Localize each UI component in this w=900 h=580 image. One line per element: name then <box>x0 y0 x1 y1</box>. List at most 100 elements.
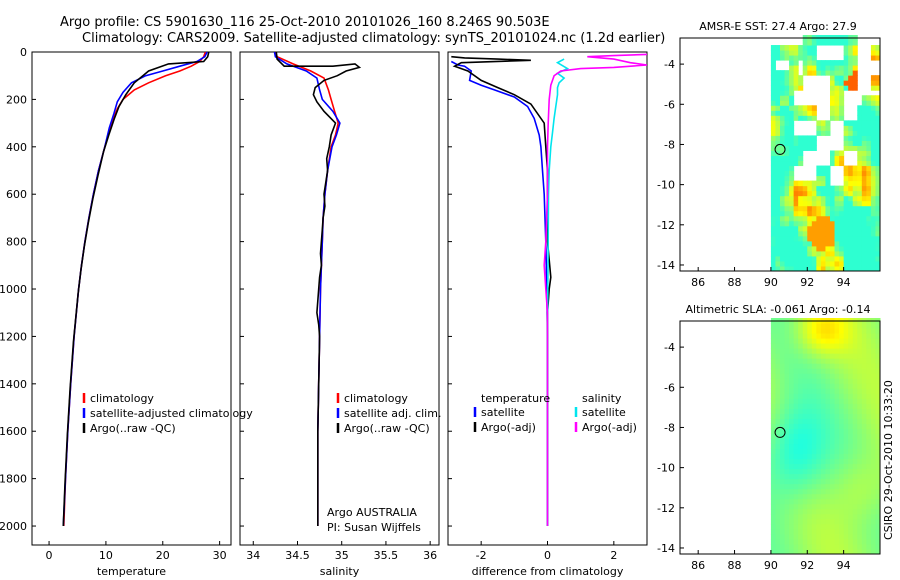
sla-cell <box>807 538 813 545</box>
sla-cell <box>830 548 836 555</box>
sla-cell <box>870 498 876 505</box>
sla-cell <box>798 483 804 490</box>
sst-cell <box>861 150 867 156</box>
sla-cell <box>852 468 858 475</box>
sla-cell <box>830 398 836 404</box>
sst-cell <box>820 225 826 232</box>
sla-cell <box>811 548 817 555</box>
sla-cell <box>789 388 795 394</box>
sst-cell <box>875 250 881 257</box>
sst-cell <box>870 235 876 242</box>
sla-cell <box>802 323 808 329</box>
sla-cell <box>861 498 867 505</box>
sst-cell <box>770 265 776 272</box>
sst-cell <box>848 65 854 71</box>
sla-cell <box>793 513 799 520</box>
sla-cell <box>770 513 776 520</box>
sst-cell <box>820 190 826 197</box>
sst-cell <box>780 225 786 232</box>
sla-cell <box>857 373 863 379</box>
sst-cell <box>789 150 795 156</box>
sla-cell <box>866 383 872 389</box>
sst-cell <box>866 195 872 202</box>
sla-cell <box>848 423 854 429</box>
sst-cell <box>843 60 849 66</box>
sla-cell <box>830 403 836 409</box>
sla-cell <box>861 473 867 480</box>
sla-cell <box>784 423 790 429</box>
sla-cell <box>811 378 817 384</box>
series-line-satellite-adjusted-climatology <box>62 52 208 527</box>
sla-cell <box>866 398 872 404</box>
sla-cell <box>807 493 813 500</box>
sla-cell <box>775 548 781 555</box>
sla-cell <box>875 378 881 384</box>
sst-cell <box>802 45 808 51</box>
sst-cell <box>861 220 867 227</box>
sla-cell <box>811 493 817 500</box>
sla-cell <box>825 383 831 389</box>
sla-cell <box>825 513 831 520</box>
sst-cell <box>816 165 822 172</box>
sla-cell <box>789 508 795 515</box>
sla-cell <box>802 388 808 394</box>
sla-cell <box>775 438 781 445</box>
sst-cell <box>857 155 863 162</box>
sla-cell <box>807 383 813 389</box>
sla-cell <box>793 433 799 439</box>
sla-cell <box>807 403 813 409</box>
sla-cell <box>775 398 781 404</box>
sla-cell <box>875 453 881 460</box>
sla-cell <box>793 523 799 530</box>
sst-cell <box>798 155 804 162</box>
sst-cell <box>834 105 840 111</box>
sst-cell <box>820 60 826 66</box>
ytick-label: -8 <box>664 138 675 151</box>
sst-cell <box>843 140 849 146</box>
sst-cell <box>793 180 799 187</box>
sla-cell <box>861 363 867 369</box>
sst-cell <box>870 120 876 126</box>
sla-cell <box>807 508 813 515</box>
sst-cell <box>780 175 786 182</box>
sst-cell <box>843 120 849 126</box>
sst-cell <box>775 120 781 126</box>
sla-cell <box>770 388 776 394</box>
legend-title-salinity: salinity <box>582 392 622 405</box>
sla-cell <box>770 443 776 450</box>
sla-cell <box>825 368 831 374</box>
sla-cell <box>848 538 854 545</box>
sla-cell <box>789 393 795 399</box>
sla-cell <box>780 518 786 525</box>
sst-cell <box>866 150 872 156</box>
sst-cell <box>830 225 836 232</box>
sla-cell <box>861 428 867 434</box>
sst-cell <box>866 115 872 121</box>
sst-cell <box>834 85 840 91</box>
sst-cell <box>770 240 776 247</box>
sla-cell <box>834 418 840 424</box>
sla-cell <box>789 503 795 510</box>
sla-cell <box>857 418 863 424</box>
sst-cell <box>811 115 817 121</box>
sla-cell <box>811 423 817 429</box>
sst-cell <box>780 90 786 96</box>
sla-cell <box>866 438 872 445</box>
sst-cell <box>825 170 831 177</box>
sla-cell <box>875 438 881 445</box>
sla-cell <box>784 478 790 485</box>
sla-cell <box>861 528 867 535</box>
sst-cell <box>866 200 872 207</box>
sla-cell <box>784 468 790 475</box>
sla-cell <box>789 513 795 520</box>
sla-cell <box>780 333 786 339</box>
sst-cell <box>775 165 781 172</box>
sla-cell <box>825 343 831 349</box>
sla-cell <box>870 478 876 485</box>
sst-cell <box>852 245 858 252</box>
sst-cell <box>848 130 854 136</box>
sst-cell <box>830 220 836 227</box>
sla-cell <box>789 333 795 339</box>
sla-cell <box>830 348 836 354</box>
argo-location-marker <box>774 143 786 155</box>
